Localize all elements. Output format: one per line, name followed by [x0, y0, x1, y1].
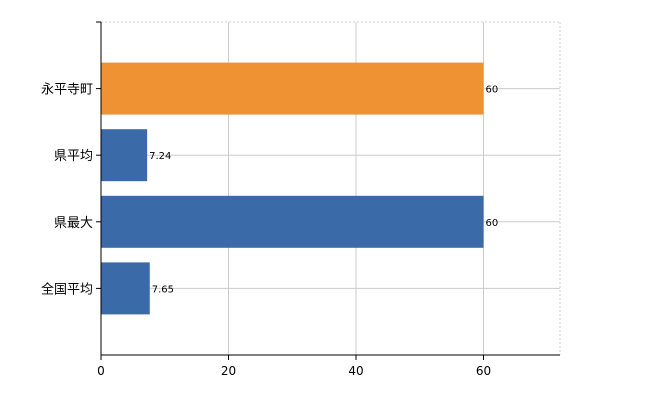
x-tick-label: 20: [221, 364, 236, 378]
data-label: 7.65: [152, 284, 174, 295]
x-tick-label: 40: [348, 364, 363, 378]
labels: 0 20 40 60 永平寺町 60 県平均 7.24 県最大 60 全国平均 7.65: [41, 83, 498, 378]
x-tick-label: 0: [97, 364, 105, 378]
axes: [96, 21, 560, 356]
data-label: 60: [486, 218, 499, 229]
bar: [101, 62, 484, 115]
bar: [101, 262, 150, 315]
category-label: 永平寺町: [41, 83, 93, 98]
category-label: 県最大: [54, 216, 93, 231]
category-label: 県平均: [54, 149, 93, 164]
data-label: 60: [486, 85, 499, 96]
bars: [101, 62, 484, 315]
category-label: 全国平均: [41, 281, 93, 297]
bar: [101, 195, 484, 248]
bar: [101, 129, 148, 182]
x-tick-label: 60: [476, 364, 491, 378]
data-label: 7.24: [149, 151, 171, 162]
